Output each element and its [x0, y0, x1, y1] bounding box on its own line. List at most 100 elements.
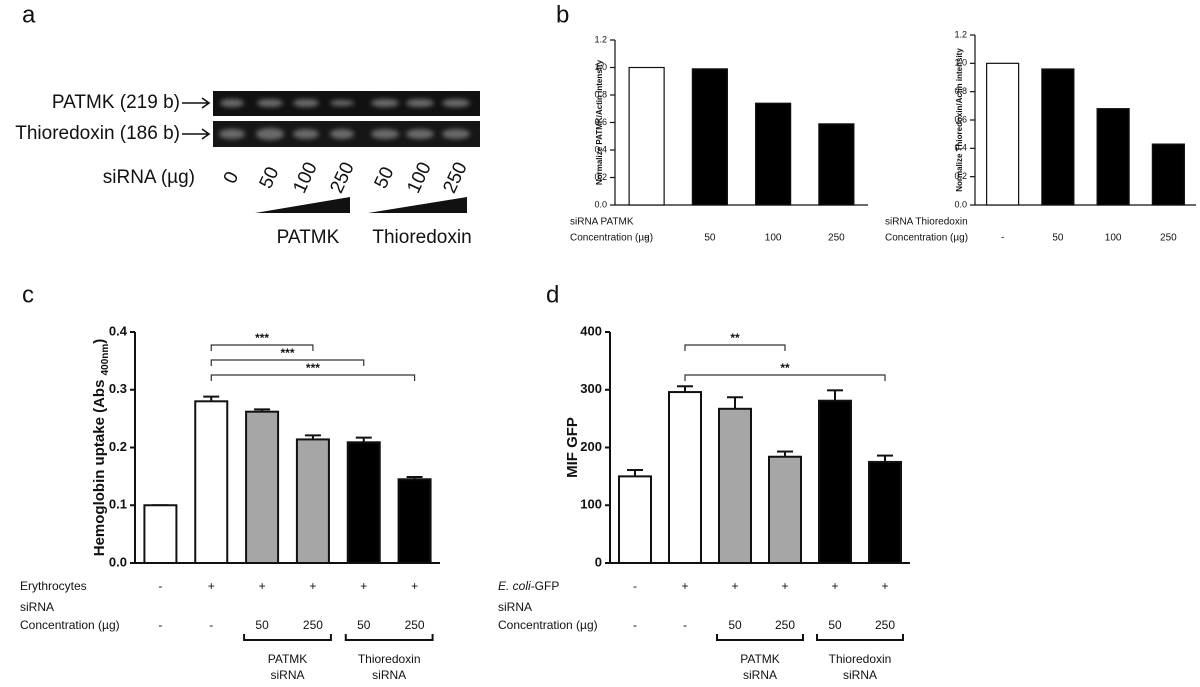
row-value: + — [781, 579, 788, 593]
group-bracket — [344, 634, 434, 641]
row-label-part: -GFP — [531, 579, 560, 593]
bar — [194, 400, 229, 564]
significance-label: *** — [255, 331, 269, 345]
bar — [755, 102, 792, 206]
group-label: Thioredoxin — [358, 652, 421, 666]
bar — [818, 123, 855, 206]
row-value: + — [681, 579, 688, 593]
bar — [245, 410, 280, 564]
lane-label: 250 — [326, 159, 358, 197]
y-tick-label: 0.2 — [109, 439, 127, 454]
y-tick-label: 1.2 — [594, 34, 607, 44]
x-tick-label: 100 — [1105, 233, 1122, 244]
row-value: 50 — [357, 618, 371, 632]
row-value: + — [208, 579, 215, 593]
significance-bracket — [210, 359, 365, 366]
row-label: Concentration (µg) — [570, 233, 653, 244]
row-value: - — [158, 579, 162, 593]
row-label-part: Erythrocytes — [20, 579, 87, 593]
bar — [1041, 68, 1075, 206]
x-tick-label: 250 — [828, 233, 845, 244]
y-axis-label-part: Hemoglobin uptake (Abs — [91, 375, 108, 556]
y-tick-label: 0.0 — [954, 199, 967, 209]
row-label: Concentration (µg) — [885, 233, 968, 244]
group-bracket — [716, 634, 804, 641]
bar — [668, 391, 702, 564]
significance-label: *** — [306, 361, 320, 375]
lane-label: 100 — [403, 159, 435, 197]
row-value: - — [633, 618, 637, 632]
lane-label: 250 — [439, 159, 471, 197]
x-tick-label: - — [645, 233, 648, 244]
significance-label: ** — [730, 331, 740, 345]
row-value: 50 — [828, 618, 842, 632]
row-value: 250 — [775, 618, 795, 632]
y-tick-label: 0.6 — [954, 114, 967, 124]
band-label: Thioredoxin (186 b) — [15, 123, 180, 144]
group-label: siRNA — [372, 668, 406, 682]
bar — [618, 475, 652, 564]
row-value: 50 — [255, 618, 269, 632]
y-tick-label: 100 — [580, 497, 602, 512]
y-tick-label: 1.0 — [954, 58, 967, 68]
row-value: - — [158, 618, 162, 632]
row-label: E. coli-GFP — [498, 579, 559, 593]
bar — [295, 438, 330, 565]
row-label: Concentration (µg) — [20, 618, 120, 632]
significance-bracket — [210, 344, 314, 351]
panel-letter: d — [546, 281, 559, 308]
y-tick-label: 0.2 — [594, 172, 607, 182]
y-tick-label: 1.2 — [954, 29, 967, 39]
panel-letter: c — [22, 281, 34, 308]
y-tick-label: 0.8 — [594, 89, 607, 99]
x-tick-label: 250 — [1160, 233, 1177, 244]
y-axis-label: Normalize PATMK/Actin intensity — [595, 59, 604, 185]
x-tick-label: - — [1001, 233, 1004, 244]
y-axis-label: Hemoglobin uptake (Abs 400nm) — [91, 339, 111, 557]
bar — [818, 399, 852, 564]
row-value: + — [259, 579, 266, 593]
row-label: Erythrocytes — [20, 579, 87, 593]
row-value: 250 — [875, 618, 895, 632]
panel-letter: b — [556, 1, 569, 28]
significance-bracket — [210, 374, 416, 381]
group-label: PATMK — [277, 227, 340, 248]
bar — [397, 478, 432, 565]
gel — [213, 91, 480, 147]
group-label: PATMK — [268, 652, 308, 666]
row-label: siRNA PATMK — [570, 217, 634, 228]
bar — [718, 407, 752, 564]
group-bracket — [243, 634, 332, 641]
significance-label: *** — [280, 346, 294, 360]
row-value: + — [360, 579, 367, 593]
lane-label: 50 — [256, 164, 284, 192]
group-bracket — [816, 634, 904, 641]
y-axis-label-part: 400nm — [100, 344, 111, 376]
y-tick-label: 0.3 — [109, 381, 127, 396]
x-tick-label: 50 — [704, 233, 716, 244]
y-tick-label: 0.1 — [109, 497, 127, 512]
row-value: - — [683, 618, 687, 632]
significance-bracket — [684, 344, 786, 351]
row-value: + — [411, 579, 418, 593]
bar — [143, 504, 178, 564]
group-label: Thioredoxin — [372, 227, 471, 248]
row-value: 50 — [728, 618, 742, 632]
y-axis-label-part: MIF GFP — [564, 417, 581, 478]
y-tick-label: 300 — [580, 381, 602, 396]
row-label: Concentration (µg) — [498, 618, 598, 632]
gradient-triangle — [368, 197, 467, 213]
y-tick-label: 0.8 — [954, 86, 967, 96]
bar — [346, 441, 381, 564]
x-tick-label: 50 — [1052, 233, 1064, 244]
y-tick-label: 200 — [580, 439, 602, 454]
group-label: PATMK — [740, 652, 780, 666]
y-tick-label: 400 — [580, 323, 602, 338]
group-label: siRNA — [270, 668, 304, 682]
y-tick-label: 0.4 — [594, 144, 607, 154]
y-axis-label-part: ) — [91, 339, 108, 344]
band-label: PATMK (219 b) — [52, 92, 180, 113]
row-value: 250 — [303, 618, 323, 632]
bar — [768, 455, 802, 564]
